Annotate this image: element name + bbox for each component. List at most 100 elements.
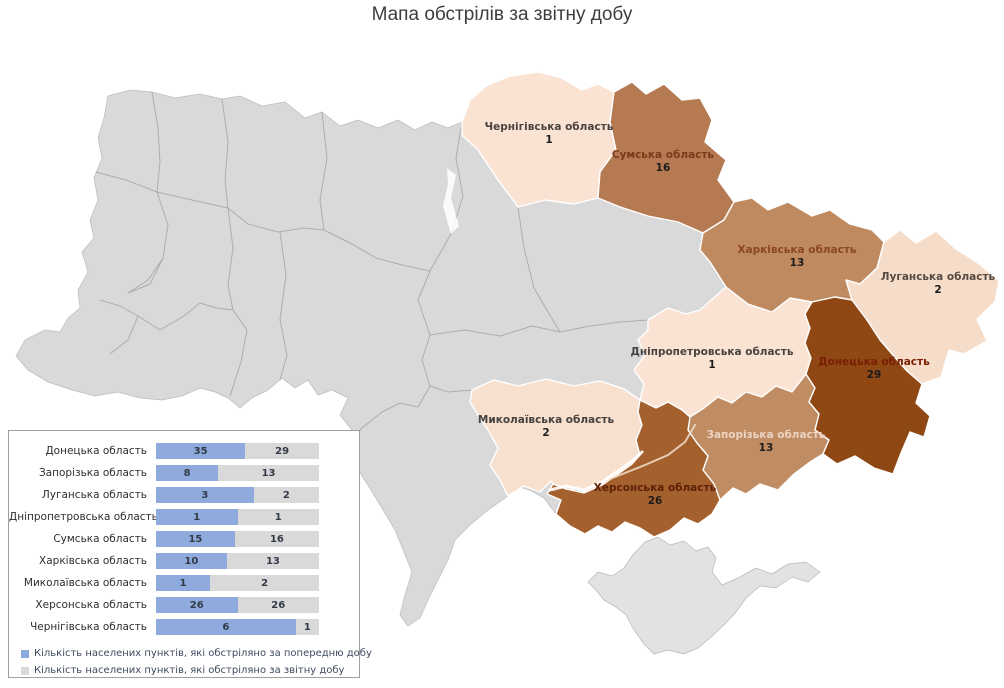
oblast-border [429,385,473,393]
oblast-border [151,91,161,193]
bar-value: 1 [303,621,311,633]
bar-value: 13 [265,555,280,567]
chart-row-label: Луганська область [41,489,147,501]
chart-row-label: Запорізька область [38,467,147,479]
chart-row-bars: 10 13 [156,553,319,569]
legend-label-reporting-day: Кількість населених пунктів, які обстріл… [34,665,345,676]
bar-previous-day: 3 [156,487,254,503]
bar-previous-day: 26 [156,597,238,613]
chart-row: Запорізька область 8 13 [9,462,359,484]
bar-value: 1 [179,577,187,589]
chart-row: Миколаївська область 1 2 [9,572,359,594]
bar-value: 15 [188,533,203,545]
bar-reporting-day: 13 [226,553,319,569]
bar-value: 6 [222,621,230,633]
bar-value: 3 [201,489,209,501]
oblast-border [279,231,288,381]
crimea-shape [587,536,821,655]
chart-row-label: Донецька область [45,445,147,457]
chart-row: Чернігівська область 6 1 [9,616,359,638]
bar-reporting-day: 1 [237,509,319,525]
oblast-border [95,171,158,193]
shelling-chart: Донецька область 35 29 Запорізька область 8 1… [8,430,372,679]
bar-value: 2 [261,577,269,589]
chart-legend: Кількість населених пунктів, які обстріл… [21,645,372,679]
bar-value: 2 [282,489,290,501]
oblast-border [429,319,649,337]
chart-row-bars: 35 29 [156,443,319,459]
legend-item-previous-day: Кількість населених пунктів, які обстріл… [21,645,372,662]
legend-label-previous-day: Кількість населених пунктів, які обстріл… [34,648,372,659]
chart-row: Дніпропетровська область 1 1 [9,506,359,528]
legend-swatch-reporting-day [21,666,29,675]
bar-value: 26 [189,599,204,611]
oblast-border [227,207,234,311]
chart-row-label: Чернігівська область [30,621,147,633]
chart-row-label: Харківська область [39,555,147,567]
bar-reporting-day: 13 [218,465,319,481]
chart-row-bars: 26 26 [156,597,319,613]
kyiv-reservoir [443,168,459,234]
bar-value: 13 [261,467,276,479]
oblast-border [137,302,234,331]
bar-previous-day: 15 [156,531,235,547]
oblast-border [156,191,229,209]
bar-previous-day: 1 [156,575,211,591]
oblast-border [229,309,248,397]
bar-value: 1 [274,511,282,523]
legend-item-reporting-day: Кількість населених пунктів, які обстріл… [21,662,359,679]
region-khersonska [546,399,721,538]
bar-previous-day: 35 [156,443,246,459]
chart-row-label: Дніпропетровська область [9,511,158,523]
page-title: Мапа обстрілів за звітну добу [371,4,633,25]
oblast-border [227,207,325,233]
bar-previous-day: 10 [156,553,227,569]
chart-row-bars: 8 13 [156,465,319,481]
bar-value: 1 [193,511,201,523]
chart-rows: Донецька область 35 29 Запорізька область 8 1… [9,440,359,638]
chart-row: Сумська область 15 16 [9,528,359,550]
chart-row-label: Херсонська область [35,599,147,611]
bar-previous-day: 8 [156,465,219,481]
oblast-border [451,121,464,233]
bar-value: 8 [183,467,191,479]
legend-swatch-previous-day [21,649,29,658]
oblast-border [127,257,164,294]
bar-reporting-day: 2 [253,487,319,503]
region-luhanska [845,229,1000,385]
region-donetska [804,296,931,475]
chart-row: Донецька область 35 29 [9,440,359,462]
bar-previous-day: 6 [156,619,296,635]
bar-reporting-day: 16 [234,531,319,547]
chart-row: Луганська область 3 2 [9,484,359,506]
chart-row-bars: 15 16 [156,531,319,547]
bar-value: 35 [193,445,208,457]
bar-reporting-day: 29 [245,443,319,459]
bar-value: 16 [269,533,284,545]
bar-previous-day: 1 [156,509,238,525]
bar-value: 26 [271,599,286,611]
oblast-border [417,270,431,336]
oblast-borders [95,91,649,449]
dnipro-river [599,424,696,484]
bar-reporting-day: 26 [237,597,319,613]
oblast-border [319,111,328,231]
chart-row: Херсонська область 26 26 [9,594,359,616]
chart-row-label: Сумська область [53,533,147,545]
bar-value: 10 [184,555,199,567]
dnipro-buh-estuary [548,450,644,492]
bar-value: 29 [275,445,290,457]
bar-reporting-day: 2 [210,575,319,591]
oblast-border [517,206,561,333]
bar-reporting-day: 1 [295,619,319,635]
chart-row-label: Миколаївська область [23,577,147,589]
chart-row: Харківська область 10 13 [9,550,359,572]
oblast-border [221,98,229,209]
oblast-border [421,334,431,387]
